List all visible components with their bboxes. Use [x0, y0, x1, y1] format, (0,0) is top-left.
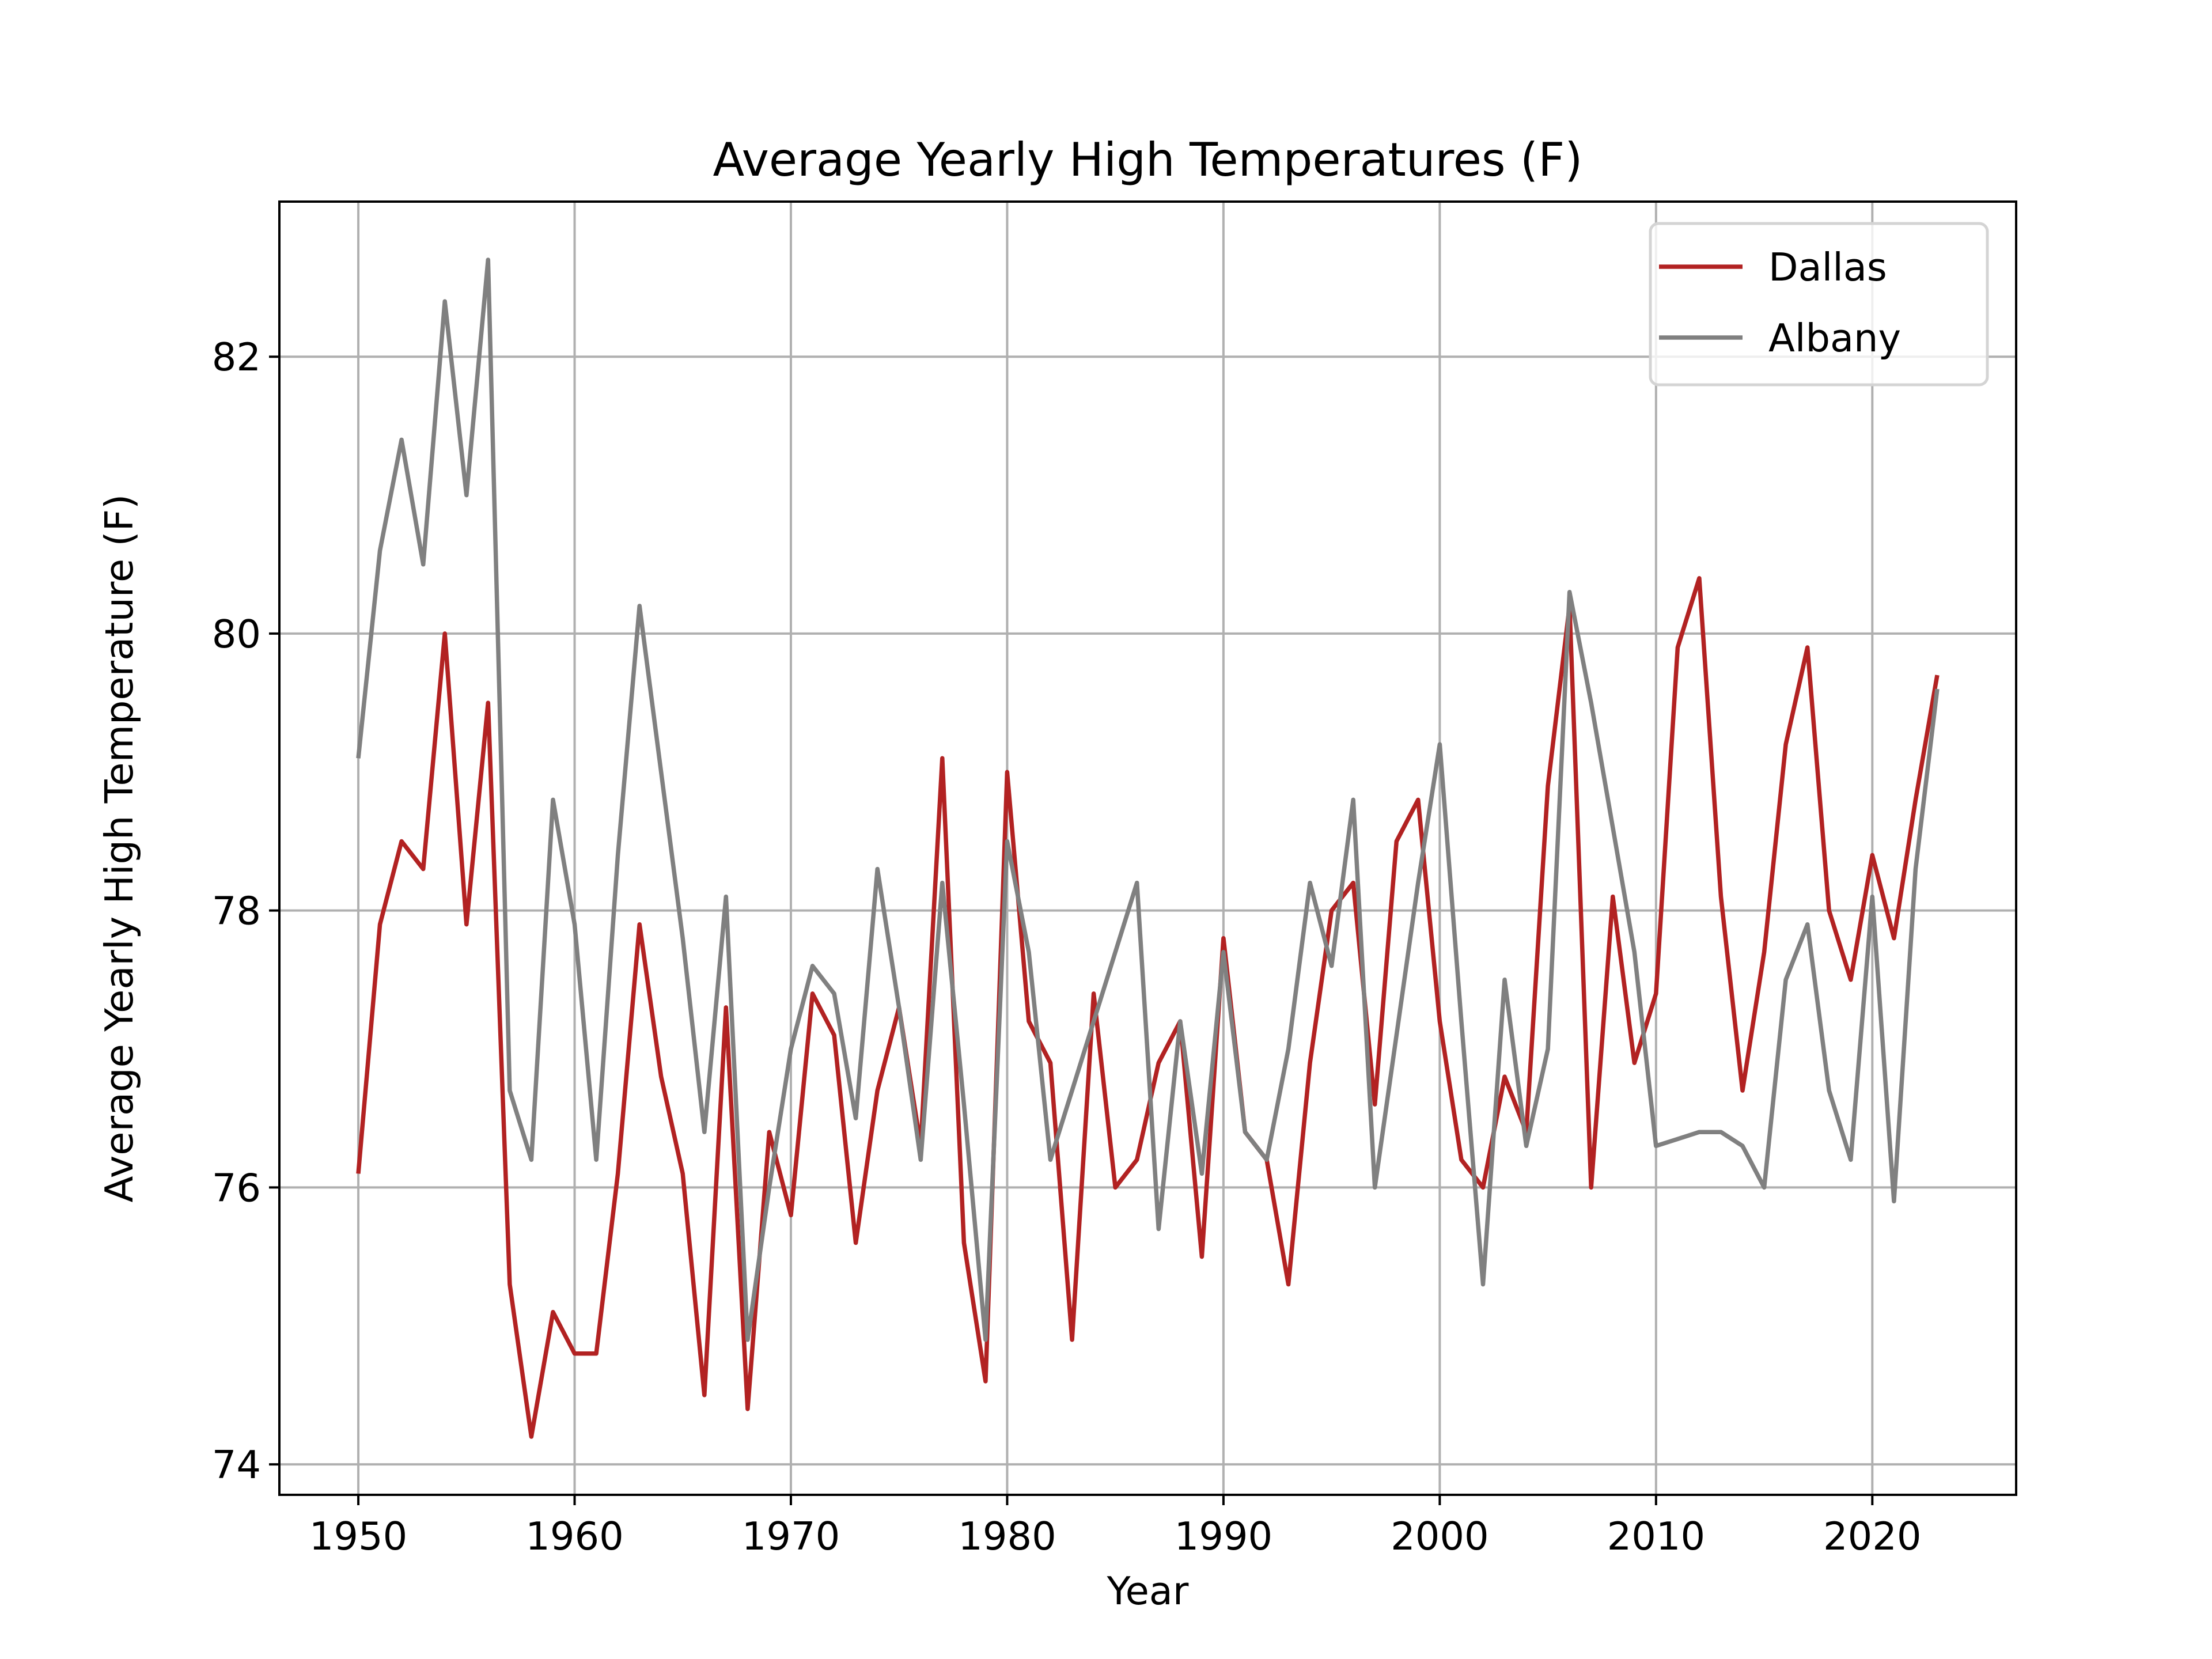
- series-line-dallas: [356, 576, 1940, 1439]
- y-tick-label: 74: [212, 1442, 261, 1487]
- legend-box: [1649, 222, 1989, 387]
- x-tick-label: 1970: [742, 1514, 840, 1559]
- legend: Dallas Albany: [1649, 222, 1989, 387]
- x-tick-label: 2020: [1823, 1514, 1922, 1559]
- x-tick-label: 2010: [1607, 1514, 1706, 1559]
- x-tick-label: 2000: [1391, 1514, 1489, 1559]
- y-tick-label: 82: [212, 335, 261, 380]
- x-tick-label: 1980: [958, 1514, 1056, 1559]
- plot-frame: [278, 200, 2017, 1496]
- x-axis-label: Year: [1107, 1569, 1189, 1613]
- y-tick-label: 78: [212, 889, 261, 934]
- legend-label-albany: Albany: [1768, 316, 1901, 361]
- chart-title: Average Yearly High Temperatures (F): [713, 133, 1583, 187]
- y-tick-label: 80: [212, 612, 261, 657]
- grid-lines: [279, 202, 2016, 1495]
- x-tick-label: 1960: [525, 1514, 624, 1559]
- x-axis-ticks: 1950 1960 1970 1980 1990 2000 2010 2020: [309, 1495, 1922, 1559]
- x-tick-label: 1950: [309, 1514, 408, 1559]
- y-tick-label: 76: [212, 1165, 261, 1210]
- series-layer: [356, 257, 1940, 1439]
- y-axis-ticks: 74 76 78 80 82: [212, 335, 279, 1487]
- series-line-albany: [356, 257, 1940, 1342]
- y-axis-label: Average Yearly High Temperature (F): [97, 494, 142, 1203]
- x-tick-label: 1990: [1175, 1514, 1273, 1559]
- legend-label-dallas: Dallas: [1768, 245, 1887, 290]
